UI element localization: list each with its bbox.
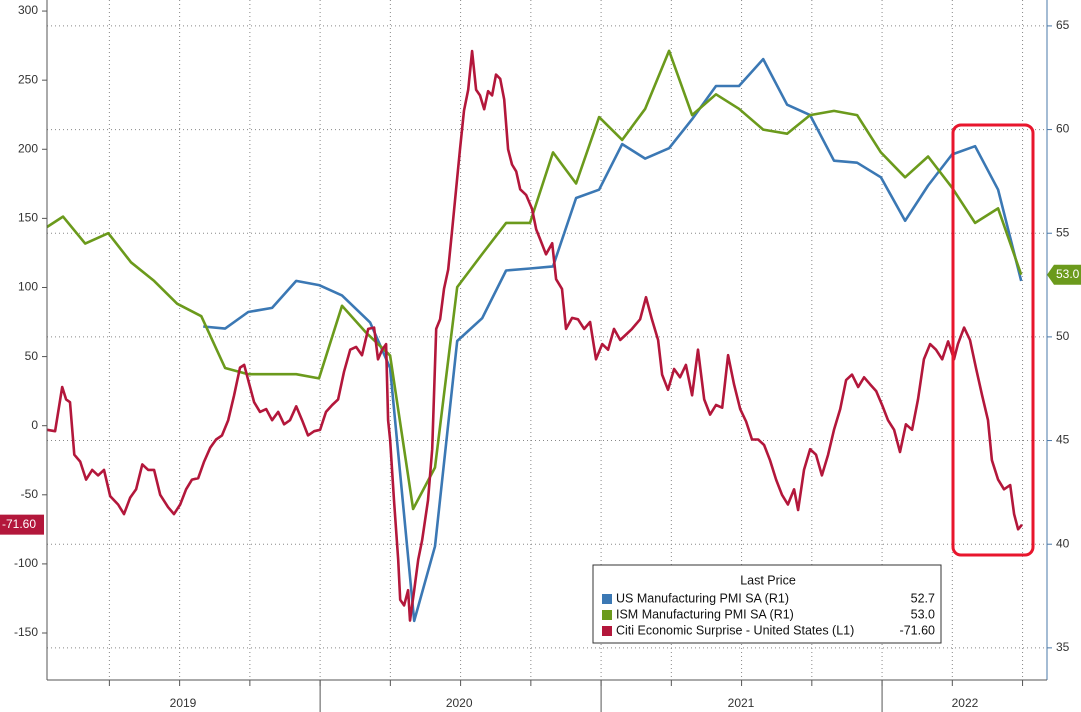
legend-label: US Manufacturing PMI SA (R1) xyxy=(616,591,789,605)
legend-value: -71.60 xyxy=(900,623,935,637)
y-tick-label: 50 xyxy=(25,349,39,363)
legend-swatch xyxy=(602,610,612,620)
y2-tick-label: 35 xyxy=(1056,640,1070,654)
last-price-label: 53.0 xyxy=(1056,267,1080,281)
lines xyxy=(46,49,1023,623)
y2-tick-label: 45 xyxy=(1056,433,1070,447)
y-tick-label: -50 xyxy=(21,487,39,501)
series-line xyxy=(46,49,1023,511)
legend-swatch xyxy=(602,594,612,604)
y-tick-label: 250 xyxy=(18,72,38,86)
y-tick-label: -150 xyxy=(14,625,38,639)
x-tick-label: 2021 xyxy=(728,696,755,710)
y-tick-label: 300 xyxy=(18,3,38,17)
legend-title: Last Price xyxy=(740,573,796,587)
legend: Last Price US Manufacturing PMI SA (R1) 5… xyxy=(592,564,942,644)
y2-tick-label: 60 xyxy=(1056,122,1070,136)
legend-swatch xyxy=(602,626,612,636)
highlight-box xyxy=(951,123,1035,557)
axes: 35 40 45 50 55 60 65 -150 -100 -50 0 50 100 150 200 250… xyxy=(0,3,1081,712)
last-price-tag xyxy=(1047,264,1081,285)
legend-value: 53.0 xyxy=(911,607,935,621)
y2-tick-label: 55 xyxy=(1056,225,1070,239)
legend-label: ISM Manufacturing PMI SA (R1) xyxy=(616,607,794,621)
series-line xyxy=(203,57,1023,623)
last-price-tag xyxy=(0,514,44,535)
x-tick-label: 2022 xyxy=(952,696,979,710)
legend-value: 52.7 xyxy=(911,591,935,605)
y-tick-label: -100 xyxy=(14,556,38,570)
y-tick-label: 200 xyxy=(18,141,38,155)
y2-tick-label: 65 xyxy=(1056,18,1070,32)
y2-tick-label: 50 xyxy=(1056,329,1070,343)
y-tick-label: 100 xyxy=(18,280,38,294)
series-line xyxy=(46,49,1023,622)
x-tick-label: 2020 xyxy=(446,696,473,710)
y-tick-label: 150 xyxy=(18,211,38,225)
y2-tick-label: 40 xyxy=(1056,536,1070,550)
x-tick-label: 2019 xyxy=(170,696,197,710)
legend-box xyxy=(592,564,942,644)
legend-label: Citi Economic Surprise - United States (… xyxy=(616,623,854,637)
y-tick-label: 0 xyxy=(31,418,38,432)
last-price-label: -71.60 xyxy=(2,517,36,531)
legend-items: US Manufacturing PMI SA (R1) 52.7 ISM Manu… xyxy=(602,591,935,637)
